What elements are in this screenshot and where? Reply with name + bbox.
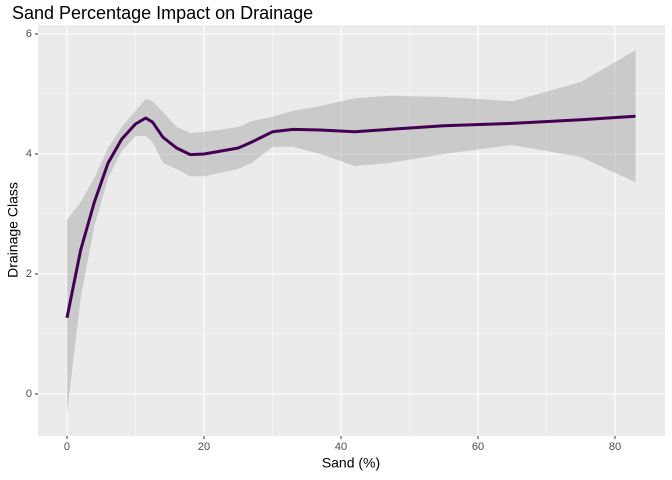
smooth-line — [65, 114, 636, 319]
y-tick-label: 4 — [26, 148, 32, 160]
y-tick-label: 6 — [26, 28, 32, 40]
x-axis-title: Sand (%) — [322, 455, 380, 471]
confidence-band — [66, 50, 636, 414]
plot-background — [38, 25, 665, 436]
y-tick-label: 0 — [26, 388, 32, 400]
x-tick-label: 40 — [335, 441, 347, 453]
chart-title: Sand Percentage Impact on Drainage — [12, 3, 313, 23]
x-tick-label: 0 — [64, 441, 70, 453]
y-tick-label: 2 — [26, 268, 32, 280]
x-tick-label: 80 — [609, 441, 621, 453]
x-tick-label: 60 — [472, 441, 484, 453]
x-tick-label: 20 — [198, 441, 210, 453]
y-axis-title: Drainage Class — [5, 182, 21, 278]
